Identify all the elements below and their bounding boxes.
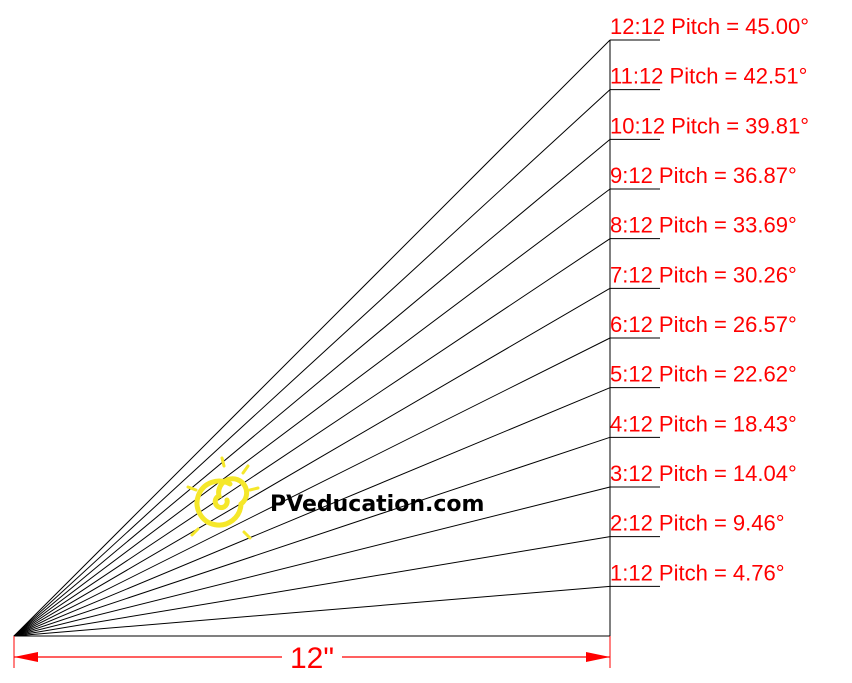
pitch-line xyxy=(13,39,611,637)
pitch-label: 2:12 Pitch = 9.46° xyxy=(610,511,785,536)
pitch-line xyxy=(13,536,611,637)
pitch-line xyxy=(13,486,611,637)
pitch-label: 9:12 Pitch = 36.87° xyxy=(610,163,797,188)
pitch-label: 1:12 Pitch = 4.76° xyxy=(610,560,785,585)
pitch-line xyxy=(13,337,611,637)
pitch-label: 6:12 Pitch = 26.57° xyxy=(610,312,797,337)
pitch-label: 10:12 Pitch = 39.81° xyxy=(610,113,809,138)
pitch-label: 7:12 Pitch = 30.26° xyxy=(610,262,797,287)
pitch-label: 5:12 Pitch = 22.62° xyxy=(610,362,797,387)
dimension-arrow-left-icon xyxy=(14,652,38,662)
pitch-line xyxy=(13,585,611,637)
pitch-label: 11:12 Pitch = 42.51° xyxy=(610,64,807,89)
sun-logo-icon xyxy=(186,456,260,540)
dimension-label: 12" xyxy=(290,642,334,675)
pitch-line xyxy=(13,188,611,637)
dimension-line xyxy=(13,636,611,668)
pitch-label: 4:12 Pitch = 18.43° xyxy=(610,411,797,436)
pitch-line xyxy=(13,436,611,637)
pitch-label: 3:12 Pitch = 14.04° xyxy=(610,461,797,486)
brand-text: PVeducation.com xyxy=(270,492,484,517)
pitch-line xyxy=(13,89,611,637)
pitch-line xyxy=(13,138,611,637)
pitch-line xyxy=(13,238,611,637)
pitch-line xyxy=(13,287,611,637)
pitch-label: 8:12 Pitch = 33.69° xyxy=(610,213,797,238)
pitch-labels: 12:12 Pitch = 45.00° 11:12 Pitch = 42.51°… xyxy=(610,14,809,585)
pitch-line xyxy=(13,387,611,637)
pitch-label: 12:12 Pitch = 45.00° xyxy=(610,14,809,39)
dimension-arrow-right-icon xyxy=(586,652,610,662)
pitch-lines xyxy=(13,39,660,637)
